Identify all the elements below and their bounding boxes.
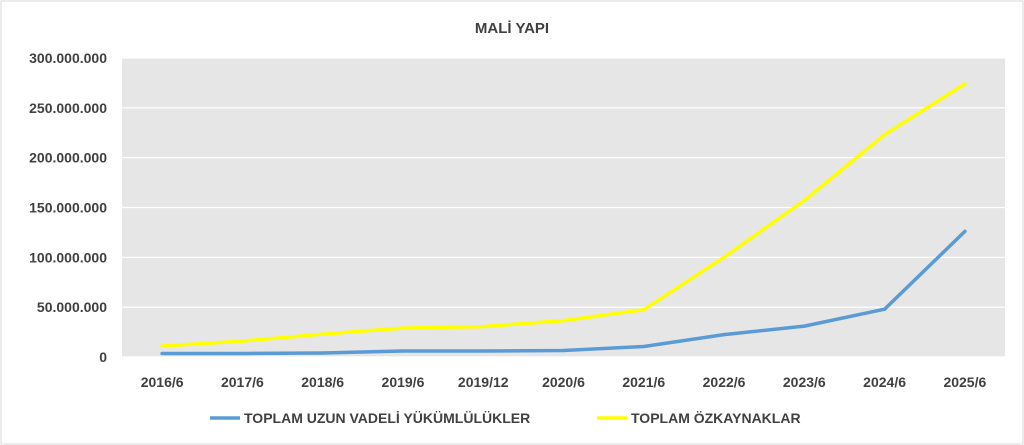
x-tick-label: 2017/6 bbox=[221, 374, 264, 390]
x-tick-label: 2018/6 bbox=[301, 374, 344, 390]
series-1-point bbox=[160, 351, 164, 356]
series-1-point bbox=[963, 229, 967, 234]
series-1-point bbox=[401, 349, 405, 353]
y-tick-label: 250.000.000 bbox=[29, 100, 107, 116]
series-1-point bbox=[240, 351, 245, 356]
x-tick-label: 2019/6 bbox=[382, 374, 425, 390]
x-tick-label: 2023/6 bbox=[783, 374, 826, 390]
gridlines bbox=[122, 57, 1005, 358]
x-tick-label: 2016/6 bbox=[141, 374, 184, 390]
series-1-point bbox=[722, 332, 726, 337]
x-tick-label: 2022/6 bbox=[703, 374, 746, 390]
series-2-point bbox=[321, 332, 325, 336]
x-axis-ticks: 2016/6 2017/6 2018/6 2019/6 2019/12 2020/6 202… bbox=[141, 374, 987, 390]
legend-label-1: TOPLAM UZUN VADELİ YÜKÜMLÜLÜKLER bbox=[244, 410, 530, 426]
y-axis-ticks: 0 50.000.000 100.000.000 150.000.000 200.000… bbox=[29, 50, 107, 365]
series-1-point bbox=[882, 307, 887, 311]
y-tick-label: 150.000.000 bbox=[29, 200, 107, 216]
y-tick-label: 100.000.000 bbox=[29, 249, 107, 265]
series-2-point bbox=[561, 319, 566, 323]
x-tick-label: 2020/6 bbox=[542, 374, 585, 390]
series-2-point bbox=[481, 325, 485, 329]
y-tick-label: 300.000.000 bbox=[29, 50, 107, 66]
series-2-point bbox=[963, 82, 967, 86]
chart-title: MALİ YAPI bbox=[475, 20, 549, 37]
series-2-point bbox=[882, 133, 887, 137]
series-2-point bbox=[722, 255, 726, 259]
series-2-point bbox=[240, 339, 245, 343]
legend: TOPLAM UZUN VADELİ YÜKÜMLÜLÜKLER TOPLAM Ö… bbox=[210, 410, 801, 426]
series-2-point bbox=[642, 308, 646, 312]
x-tick-label: 2024/6 bbox=[863, 374, 906, 390]
series-lines bbox=[160, 82, 967, 356]
legend-label-2: TOPLAM ÖZKAYNAKLAR bbox=[631, 410, 801, 426]
series-2-point bbox=[160, 344, 164, 348]
y-tick-label: 0 bbox=[99, 349, 107, 365]
series-1-point bbox=[561, 348, 566, 353]
series-1-point bbox=[642, 344, 646, 349]
series-2-point bbox=[802, 198, 806, 203]
x-tick-label: 2025/6 bbox=[943, 374, 986, 390]
y-tick-label: 200.000.000 bbox=[29, 150, 107, 166]
series-1-point bbox=[802, 324, 806, 328]
series-1-point bbox=[321, 351, 325, 355]
y-tick-label: 50.000.000 bbox=[37, 299, 107, 315]
x-tick-label: 2019/12 bbox=[458, 374, 509, 390]
x-tick-label: 2021/6 bbox=[622, 374, 665, 390]
series-2-point bbox=[401, 326, 405, 330]
series-1-point bbox=[481, 349, 485, 353]
